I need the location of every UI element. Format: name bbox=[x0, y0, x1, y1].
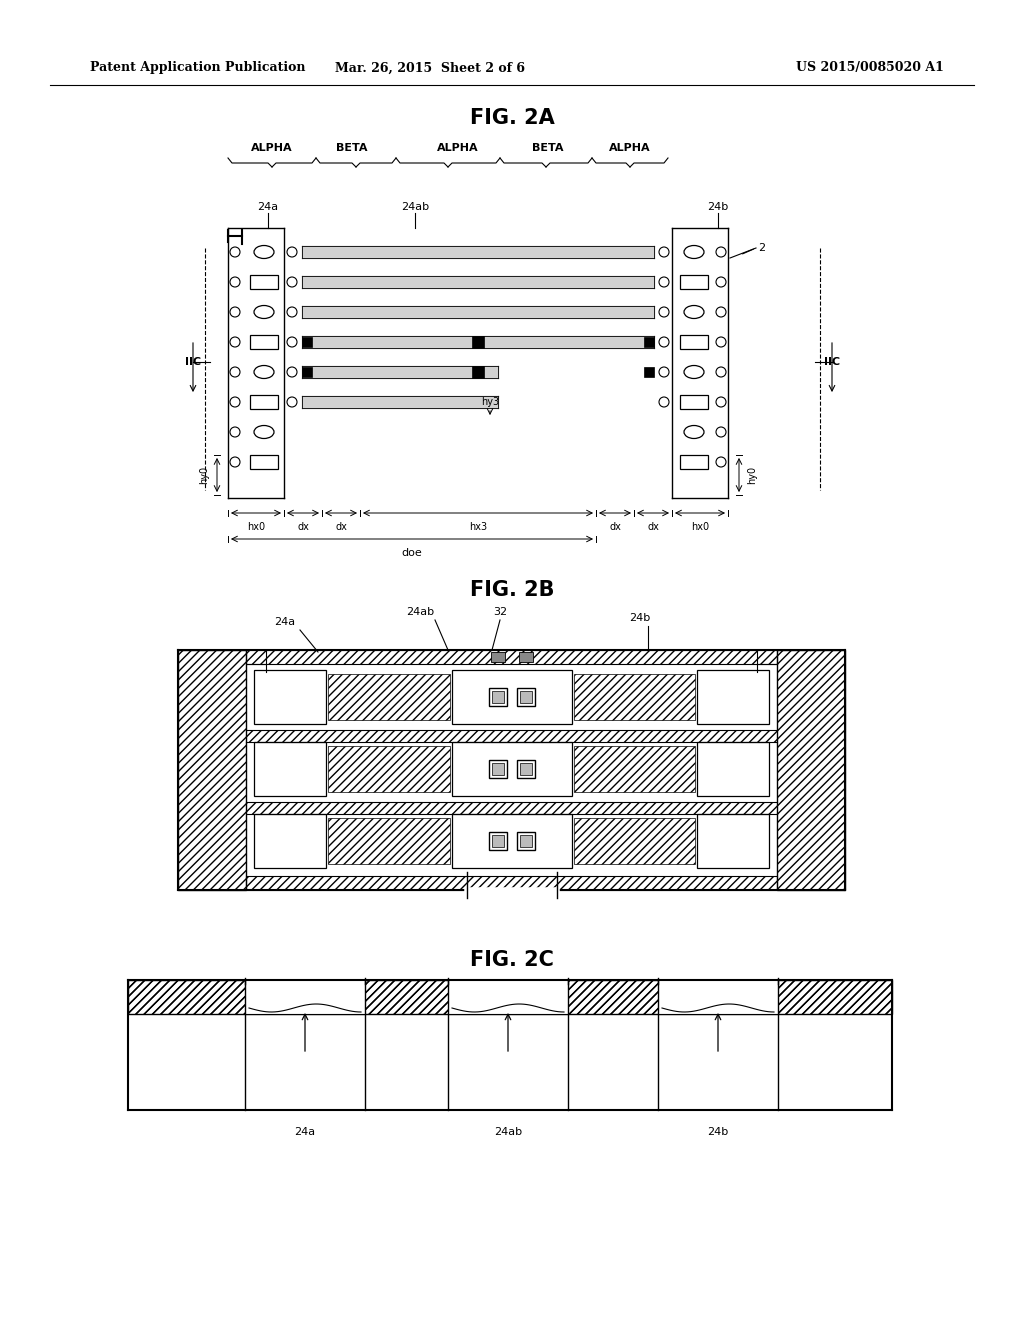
Bar bbox=[302, 367, 312, 378]
Text: dx: dx bbox=[335, 521, 347, 532]
Bar bbox=[302, 306, 654, 318]
Text: FIG. 2C: FIG. 2C bbox=[470, 950, 554, 970]
Text: IIC: IIC bbox=[824, 356, 840, 367]
Bar bbox=[658, 979, 778, 1015]
Text: 24a: 24a bbox=[295, 1127, 315, 1137]
Bar bbox=[519, 690, 531, 704]
Bar bbox=[488, 688, 507, 706]
Text: hx0: hx0 bbox=[691, 521, 709, 532]
Bar bbox=[697, 671, 769, 723]
Text: 24a: 24a bbox=[274, 616, 296, 627]
Text: dx: dx bbox=[609, 521, 621, 532]
Bar bbox=[250, 395, 278, 409]
Text: dx: dx bbox=[297, 521, 309, 532]
Text: US 2015/0085020 A1: US 2015/0085020 A1 bbox=[796, 62, 944, 74]
Bar bbox=[128, 979, 892, 1014]
Text: BETA: BETA bbox=[336, 143, 368, 153]
Bar bbox=[302, 246, 654, 257]
Bar bbox=[250, 275, 278, 289]
Text: doe: doe bbox=[401, 548, 422, 558]
Bar bbox=[516, 688, 535, 706]
Bar bbox=[472, 337, 484, 348]
Bar bbox=[246, 803, 777, 814]
Bar bbox=[516, 832, 535, 850]
Text: FIG. 2A: FIG. 2A bbox=[470, 108, 554, 128]
Text: hx0: hx0 bbox=[247, 521, 265, 532]
Bar bbox=[680, 455, 708, 469]
Bar bbox=[245, 979, 365, 1015]
Text: dx: dx bbox=[647, 521, 658, 532]
Bar bbox=[254, 671, 326, 723]
Bar bbox=[680, 395, 708, 409]
Bar bbox=[697, 814, 769, 869]
Bar bbox=[246, 649, 777, 664]
Text: 24b: 24b bbox=[630, 612, 650, 623]
Bar bbox=[697, 742, 769, 796]
Bar bbox=[472, 366, 484, 378]
Text: hx3: hx3 bbox=[469, 521, 487, 532]
Bar bbox=[492, 763, 504, 775]
Bar bbox=[449, 979, 568, 1015]
Bar bbox=[519, 836, 531, 847]
Bar bbox=[488, 832, 507, 850]
Text: ALPHA: ALPHA bbox=[251, 143, 293, 153]
Text: Patent Application Publication: Patent Application Publication bbox=[90, 62, 305, 74]
Bar bbox=[452, 742, 571, 796]
Bar bbox=[365, 979, 449, 1014]
Bar bbox=[778, 979, 892, 1014]
Bar bbox=[680, 275, 708, 289]
Bar bbox=[644, 337, 654, 347]
Bar bbox=[128, 979, 245, 1014]
Bar bbox=[519, 763, 531, 775]
Bar bbox=[302, 366, 498, 378]
Bar bbox=[516, 760, 535, 777]
Bar bbox=[492, 836, 504, 847]
Text: Mar. 26, 2015  Sheet 2 of 6: Mar. 26, 2015 Sheet 2 of 6 bbox=[335, 62, 525, 74]
Bar bbox=[573, 675, 695, 719]
Bar bbox=[246, 876, 777, 890]
Bar bbox=[452, 671, 571, 723]
Bar bbox=[488, 760, 507, 777]
Text: ALPHA: ALPHA bbox=[437, 143, 479, 153]
Bar bbox=[250, 335, 278, 348]
Bar bbox=[254, 742, 326, 796]
Bar bbox=[328, 746, 450, 792]
Bar bbox=[573, 818, 695, 865]
Text: 24ab: 24ab bbox=[401, 202, 429, 213]
Bar bbox=[492, 690, 504, 704]
Bar bbox=[452, 814, 571, 869]
Bar bbox=[302, 337, 312, 347]
Bar bbox=[328, 675, 450, 719]
Bar bbox=[178, 649, 246, 890]
Text: 24ab: 24ab bbox=[406, 607, 434, 616]
Text: 32: 32 bbox=[493, 607, 507, 616]
Text: hy3: hy3 bbox=[481, 397, 499, 407]
Bar bbox=[302, 396, 498, 408]
Bar bbox=[568, 979, 658, 1014]
Text: 24b: 24b bbox=[708, 1127, 729, 1137]
Text: 24b: 24b bbox=[708, 202, 729, 213]
Bar bbox=[246, 730, 777, 742]
Text: 2: 2 bbox=[758, 243, 765, 253]
Bar bbox=[490, 652, 505, 663]
Bar bbox=[644, 367, 654, 378]
Bar bbox=[777, 649, 845, 890]
Text: ALPHA: ALPHA bbox=[609, 143, 651, 153]
Text: 24ab: 24ab bbox=[494, 1127, 522, 1137]
Bar bbox=[302, 276, 654, 288]
Text: FIG. 2B: FIG. 2B bbox=[470, 579, 554, 601]
Text: hy0: hy0 bbox=[199, 466, 209, 484]
Bar bbox=[680, 335, 708, 348]
Bar bbox=[518, 652, 532, 663]
Text: 24a: 24a bbox=[257, 202, 279, 213]
Bar bbox=[302, 337, 654, 348]
Bar bbox=[573, 746, 695, 792]
Text: BETA: BETA bbox=[532, 143, 564, 153]
Bar bbox=[254, 814, 326, 869]
Text: hy0: hy0 bbox=[746, 466, 757, 484]
Bar bbox=[250, 455, 278, 469]
Bar bbox=[328, 818, 450, 865]
Text: IIC: IIC bbox=[185, 356, 201, 367]
